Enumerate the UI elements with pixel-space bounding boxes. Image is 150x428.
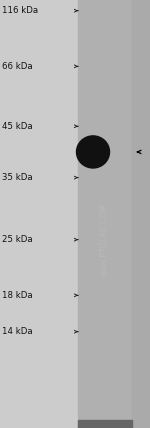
Text: 18 kDa: 18 kDa (2, 291, 32, 300)
Ellipse shape (79, 138, 107, 166)
Bar (78, 0, 132, 428)
Text: 35 kDa: 35 kDa (2, 173, 32, 182)
Bar (132, 0, 150, 428)
Text: 66 kDa: 66 kDa (2, 62, 32, 71)
Ellipse shape (82, 142, 104, 162)
Bar (78, 420, 132, 428)
Text: 14 kDa: 14 kDa (2, 327, 32, 336)
Ellipse shape (76, 136, 110, 168)
Text: 25 kDa: 25 kDa (2, 235, 32, 244)
Text: 45 kDa: 45 kDa (2, 122, 32, 131)
Text: www.PTGLAB.COM: www.PTGLAB.COM (100, 203, 109, 276)
Bar (0, 0, 78, 428)
Text: 116 kDa: 116 kDa (2, 6, 38, 15)
